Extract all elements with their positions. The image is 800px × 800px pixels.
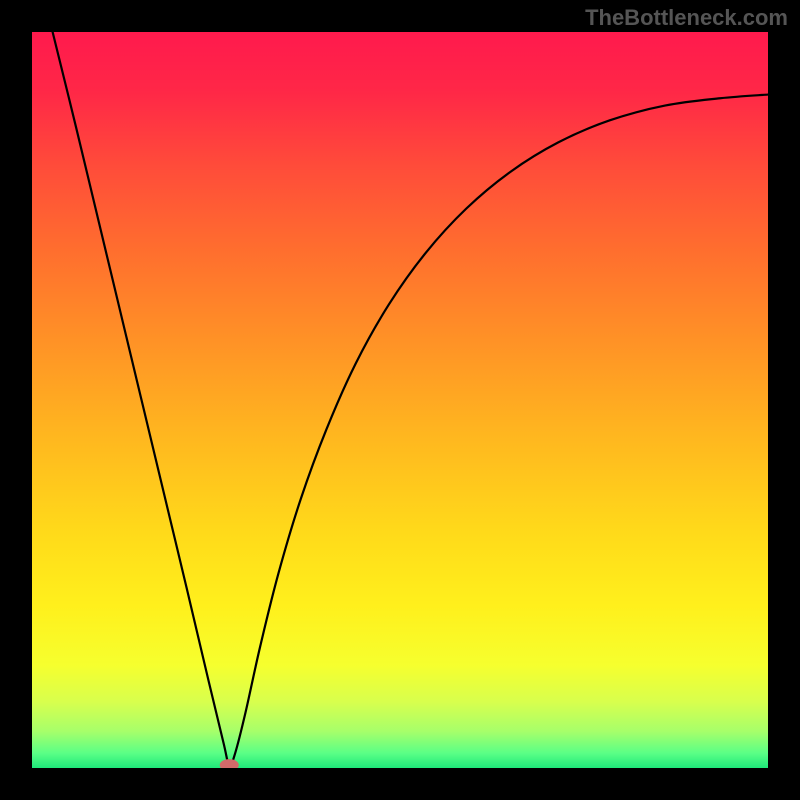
watermark-text: TheBottleneck.com: [585, 5, 788, 31]
bottleneck-chart: [0, 0, 800, 800]
vertex-marker: [220, 759, 239, 771]
chart-container: { "watermark": { "text": "TheBottleneck.…: [0, 0, 800, 800]
